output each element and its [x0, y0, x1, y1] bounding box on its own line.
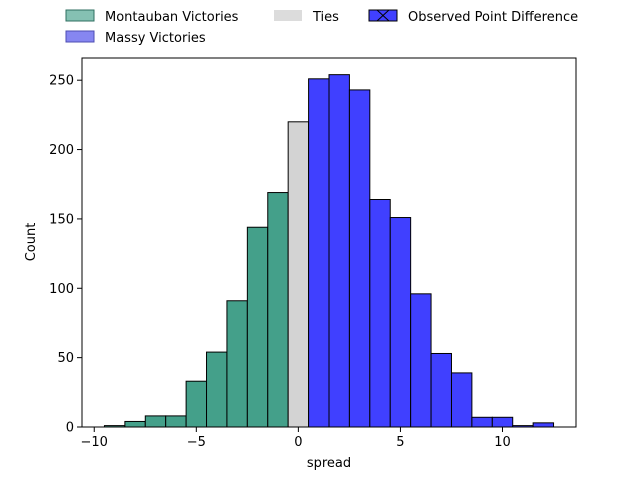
histogram-bar	[165, 415, 187, 428]
legend-swatch-montauban	[65, 9, 95, 22]
histogram-bar	[124, 420, 146, 428]
x-tick-label: −5	[187, 435, 206, 450]
histogram-bar	[287, 121, 310, 428]
plot-frame	[81, 57, 577, 428]
histogram-bars	[103, 74, 555, 428]
histogram-bar	[450, 372, 473, 428]
y-tick-label: 100	[49, 282, 74, 297]
histogram-bar	[206, 351, 228, 428]
histogram-bar	[348, 89, 371, 428]
y-tick-label: 0	[66, 421, 74, 436]
y-tick-label: 150	[49, 212, 74, 227]
histogram-bar	[308, 78, 330, 428]
x-axis-title: spread	[307, 456, 351, 471]
histogram-bar	[328, 74, 350, 428]
y-tick-label: 50	[57, 351, 74, 366]
histogram-bar	[144, 415, 167, 428]
y-tick-label: 200	[49, 143, 74, 158]
y-axis-title: Count	[24, 223, 39, 262]
x-tick-label: −10	[81, 435, 108, 450]
legend-label-massy: Massy Victories	[105, 31, 206, 46]
legend-swatch-massy	[65, 30, 95, 43]
x-tick-label: 5	[396, 435, 404, 450]
histogram-bar	[471, 416, 493, 428]
x-tick-label: 0	[294, 435, 302, 450]
x-axis: −10 −5 0 5 10	[81, 427, 511, 450]
y-axis: 0 50 100 150 200 250	[49, 74, 82, 436]
histogram-bar	[532, 422, 555, 428]
histogram-bar	[491, 416, 514, 428]
legend-label-ties: Ties	[312, 10, 339, 25]
histogram-bar	[430, 352, 452, 428]
y-tick-label: 250	[49, 74, 74, 89]
x-tick-label: 10	[494, 435, 511, 450]
histogram-bar	[369, 199, 391, 428]
histogram-bar	[267, 192, 289, 428]
legend-swatch-ties	[274, 10, 302, 21]
histogram-bar	[185, 380, 208, 428]
histogram-bar	[226, 300, 248, 428]
histogram-bar	[389, 217, 412, 428]
histogram-bar	[246, 226, 269, 428]
legend: Montauban Victories Massy Victories Ties…	[65, 9, 578, 46]
histogram-bar	[410, 293, 432, 428]
legend-swatch-observed	[368, 9, 398, 22]
legend-label-observed: Observed Point Difference	[408, 10, 578, 25]
legend-label-montauban: Montauban Victories	[105, 10, 239, 25]
